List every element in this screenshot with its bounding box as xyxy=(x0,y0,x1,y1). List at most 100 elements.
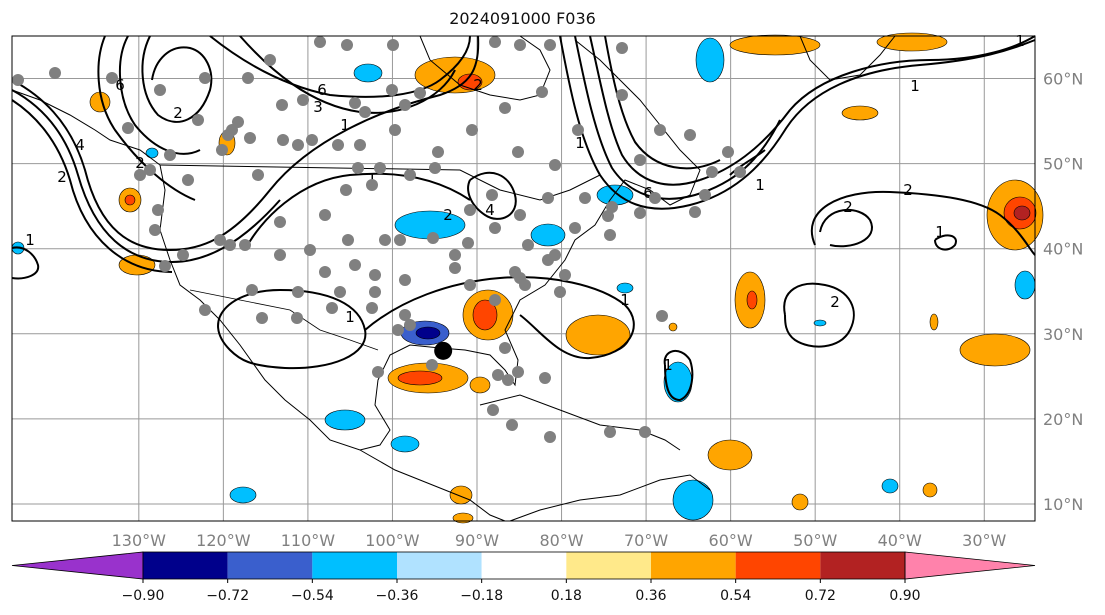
colorbar-tick-label: 0.72 xyxy=(805,588,836,604)
station-dot xyxy=(159,260,171,272)
hudson-bay-coast xyxy=(419,35,551,101)
station-dot xyxy=(216,144,228,156)
station-dot xyxy=(277,134,289,146)
station-dot xyxy=(366,302,378,314)
lat-tick-label: 20°N xyxy=(1043,410,1083,429)
station-dot xyxy=(392,324,404,336)
colorbar-tick-label: −0.72 xyxy=(206,588,249,604)
central-america-coast xyxy=(359,449,506,522)
contour-label: 6 xyxy=(115,76,125,94)
anomaly-patch xyxy=(324,409,366,431)
anomaly-patch xyxy=(959,333,1031,367)
anomaly-patch xyxy=(672,479,714,521)
colorbar-extend-low xyxy=(11,551,144,580)
contour-line xyxy=(729,149,766,176)
lat-tick-label: 10°N xyxy=(1043,495,1083,514)
colorbar-tick-label: 0.36 xyxy=(635,588,666,604)
contour-label: 2 xyxy=(57,168,67,186)
station-dot xyxy=(486,189,498,201)
station-dot xyxy=(449,262,461,274)
station-dot xyxy=(222,129,234,141)
anomaly-patch xyxy=(922,482,938,498)
lon-tick-label: 80°W xyxy=(539,531,583,550)
lon-tick-label: 60°W xyxy=(709,531,753,550)
station-dot xyxy=(489,222,501,234)
contour-line xyxy=(699,35,1036,181)
station-dot xyxy=(144,164,156,176)
station-dot xyxy=(340,184,352,196)
station-dot xyxy=(319,266,331,278)
lat-tick-label: 50°N xyxy=(1043,155,1083,174)
station-dot xyxy=(149,224,161,236)
station-dot xyxy=(606,201,618,213)
station-dot xyxy=(291,312,303,324)
station-dot xyxy=(386,84,398,96)
station-dot xyxy=(379,234,391,246)
station-dot xyxy=(616,42,628,54)
station-dot xyxy=(549,249,561,261)
colorbar-segment xyxy=(227,552,313,579)
station-dot xyxy=(722,146,734,158)
lon-tick-label: 130°W xyxy=(112,531,167,550)
station-dot xyxy=(487,404,499,416)
colorbar-segment xyxy=(651,552,736,579)
station-dot xyxy=(489,294,501,306)
contour-line xyxy=(934,234,957,251)
colorbar-tick-label: 0.54 xyxy=(720,588,751,604)
station-dot xyxy=(559,269,571,281)
station-dot xyxy=(399,309,411,321)
anomaly-patch xyxy=(841,105,879,121)
station-dot xyxy=(572,124,584,136)
station-dot xyxy=(639,426,651,438)
map-frame xyxy=(11,35,1036,522)
contour-label: 2 xyxy=(443,206,453,224)
station-dot xyxy=(276,99,288,111)
station-dot xyxy=(536,86,548,98)
contour-label: 2 xyxy=(135,154,145,172)
station-dot xyxy=(199,72,211,84)
station-dot xyxy=(544,39,556,51)
colorbar-tick-label: 0.90 xyxy=(889,588,920,604)
contour-line xyxy=(141,35,213,123)
station-dot xyxy=(369,286,381,298)
contour-line xyxy=(810,190,1036,256)
anomaly-patch xyxy=(390,435,420,453)
lon-tick-label: 50°W xyxy=(793,531,837,550)
lon-tick-label: 30°W xyxy=(962,531,1006,550)
station-dot xyxy=(684,129,696,141)
station-dot xyxy=(734,166,746,178)
station-dot xyxy=(464,279,476,291)
station-dot xyxy=(122,122,134,134)
station-dot xyxy=(689,206,701,218)
south-america-coast xyxy=(509,474,711,522)
colorbar-segment xyxy=(566,552,651,579)
station-dot xyxy=(242,72,254,84)
station-dot xyxy=(292,139,304,151)
station-dot xyxy=(154,84,166,96)
lon-tick-label: 40°W xyxy=(878,531,922,550)
contour-label: 1 xyxy=(620,291,630,309)
station-dot xyxy=(604,229,616,241)
contour-line xyxy=(783,282,855,348)
station-dot xyxy=(306,134,318,146)
contour-line xyxy=(364,276,635,360)
station-dot xyxy=(699,189,711,201)
contour-line xyxy=(467,171,517,220)
station-dot xyxy=(297,94,309,106)
map-title: 2024091000 F036 xyxy=(449,9,596,28)
lon-tick-label: 110°W xyxy=(281,531,336,550)
station-dot xyxy=(502,374,514,386)
station-dot xyxy=(342,234,354,246)
colorbar-segment xyxy=(143,552,228,579)
station-dot xyxy=(404,319,416,331)
station-dot xyxy=(199,304,211,316)
anomaly-patch xyxy=(1014,270,1036,300)
anomaly-patch xyxy=(530,223,566,247)
lon-tick-label: 70°W xyxy=(624,531,668,550)
contour-line xyxy=(11,246,40,280)
station-dot xyxy=(352,162,364,174)
contour-label: 1 xyxy=(1015,32,1025,50)
station-dot xyxy=(399,99,411,111)
colorbar xyxy=(11,551,1036,580)
anomaly-patch xyxy=(229,486,257,504)
